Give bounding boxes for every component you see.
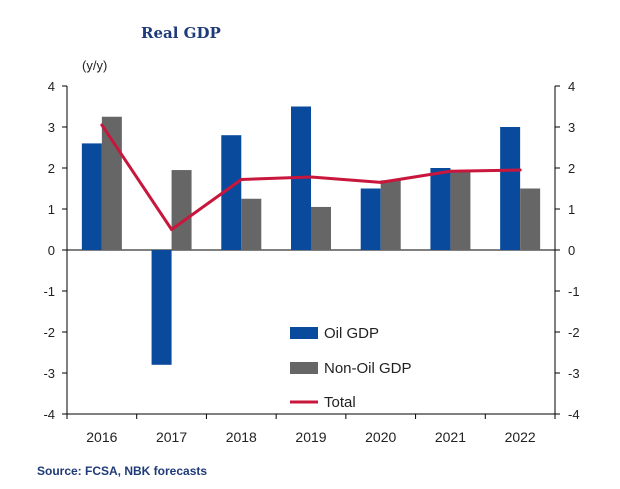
total-point: [170, 228, 174, 231]
oil-gdp-bar: [221, 135, 242, 250]
oil-gdp-bar: [81, 143, 102, 250]
x-tick-label: 2019: [295, 429, 326, 445]
y-tick-label-left: 0: [48, 243, 55, 258]
oil-gdp-bar: [360, 188, 381, 250]
legend-label: Non-Oil GDP: [324, 360, 412, 377]
non-oil-gdp-bar: [520, 188, 541, 250]
y-tick-label-left: 2: [48, 161, 55, 176]
y-tick-label-left: 1: [48, 202, 55, 217]
y-tick-label-left: -1: [43, 284, 55, 299]
legend: Oil GDP Non-Oil GDP Total: [290, 325, 412, 411]
y-tick-label-right: 1: [568, 202, 575, 217]
non-oil-gdp-bar: [241, 198, 262, 250]
total-point: [379, 180, 383, 184]
y-tick-label-left: 3: [48, 120, 55, 135]
y-ticks: 4 4 3 3 2 2 1 1 0 0 -1 -1 -2 -2 -3 -3 -4 -4: [43, 79, 579, 422]
y-tick-label-right: 0: [568, 243, 575, 258]
y-tick-label-left: 4: [48, 79, 55, 94]
total-point: [309, 175, 313, 179]
legend-label: Total: [324, 394, 356, 411]
y-tick-label-right: -3: [568, 366, 580, 381]
total-point: [518, 168, 522, 172]
total-point: [239, 177, 243, 181]
legend-swatch-oil: [290, 327, 318, 339]
y-tick-label-right: 2: [568, 161, 575, 176]
y-tick-label-left: -2: [43, 325, 55, 340]
x-tick-label: 2016: [86, 429, 117, 445]
y-tick-label-left: -3: [43, 366, 55, 381]
y-tick-label-right: -2: [568, 325, 580, 340]
x-ticks: 2016 2017 2018 2019 2020 2021 2022: [66, 414, 556, 445]
total-line: [100, 123, 522, 231]
x-tick-label: 2021: [435, 429, 466, 445]
y-tick-label-right: 4: [568, 79, 575, 94]
non-oil-gdp-bar: [171, 170, 192, 250]
y-axis-label: (y/y): [82, 58, 107, 73]
y-tick-label-left: -4: [43, 407, 55, 422]
oil-gdp-bar: [430, 168, 451, 250]
legend-label: Oil GDP: [324, 325, 379, 342]
bars: [81, 106, 541, 365]
chart-title: Real GDP: [141, 24, 221, 42]
oil-gdp-bar: [500, 127, 521, 250]
x-tick-label: 2017: [156, 429, 187, 445]
non-oil-gdp-bar: [450, 170, 471, 250]
non-oil-gdp-bar: [101, 116, 122, 250]
x-tick-label: 2018: [226, 429, 257, 445]
total-point: [448, 169, 452, 173]
y-tick-label-right: -1: [568, 284, 580, 299]
source-note: Source: FCSA, NBK forecasts: [37, 464, 207, 478]
y-tick-label-right: 3: [568, 120, 575, 135]
x-tick-label: 2020: [365, 429, 396, 445]
non-oil-gdp-bar: [380, 180, 401, 250]
y-tick-label-right: -4: [568, 407, 580, 422]
x-tick-label: 2022: [505, 429, 536, 445]
legend-swatch-non-oil: [290, 362, 318, 374]
oil-gdp-bar: [151, 250, 172, 365]
non-oil-gdp-bar: [311, 206, 331, 250]
total-point: [100, 123, 104, 127]
